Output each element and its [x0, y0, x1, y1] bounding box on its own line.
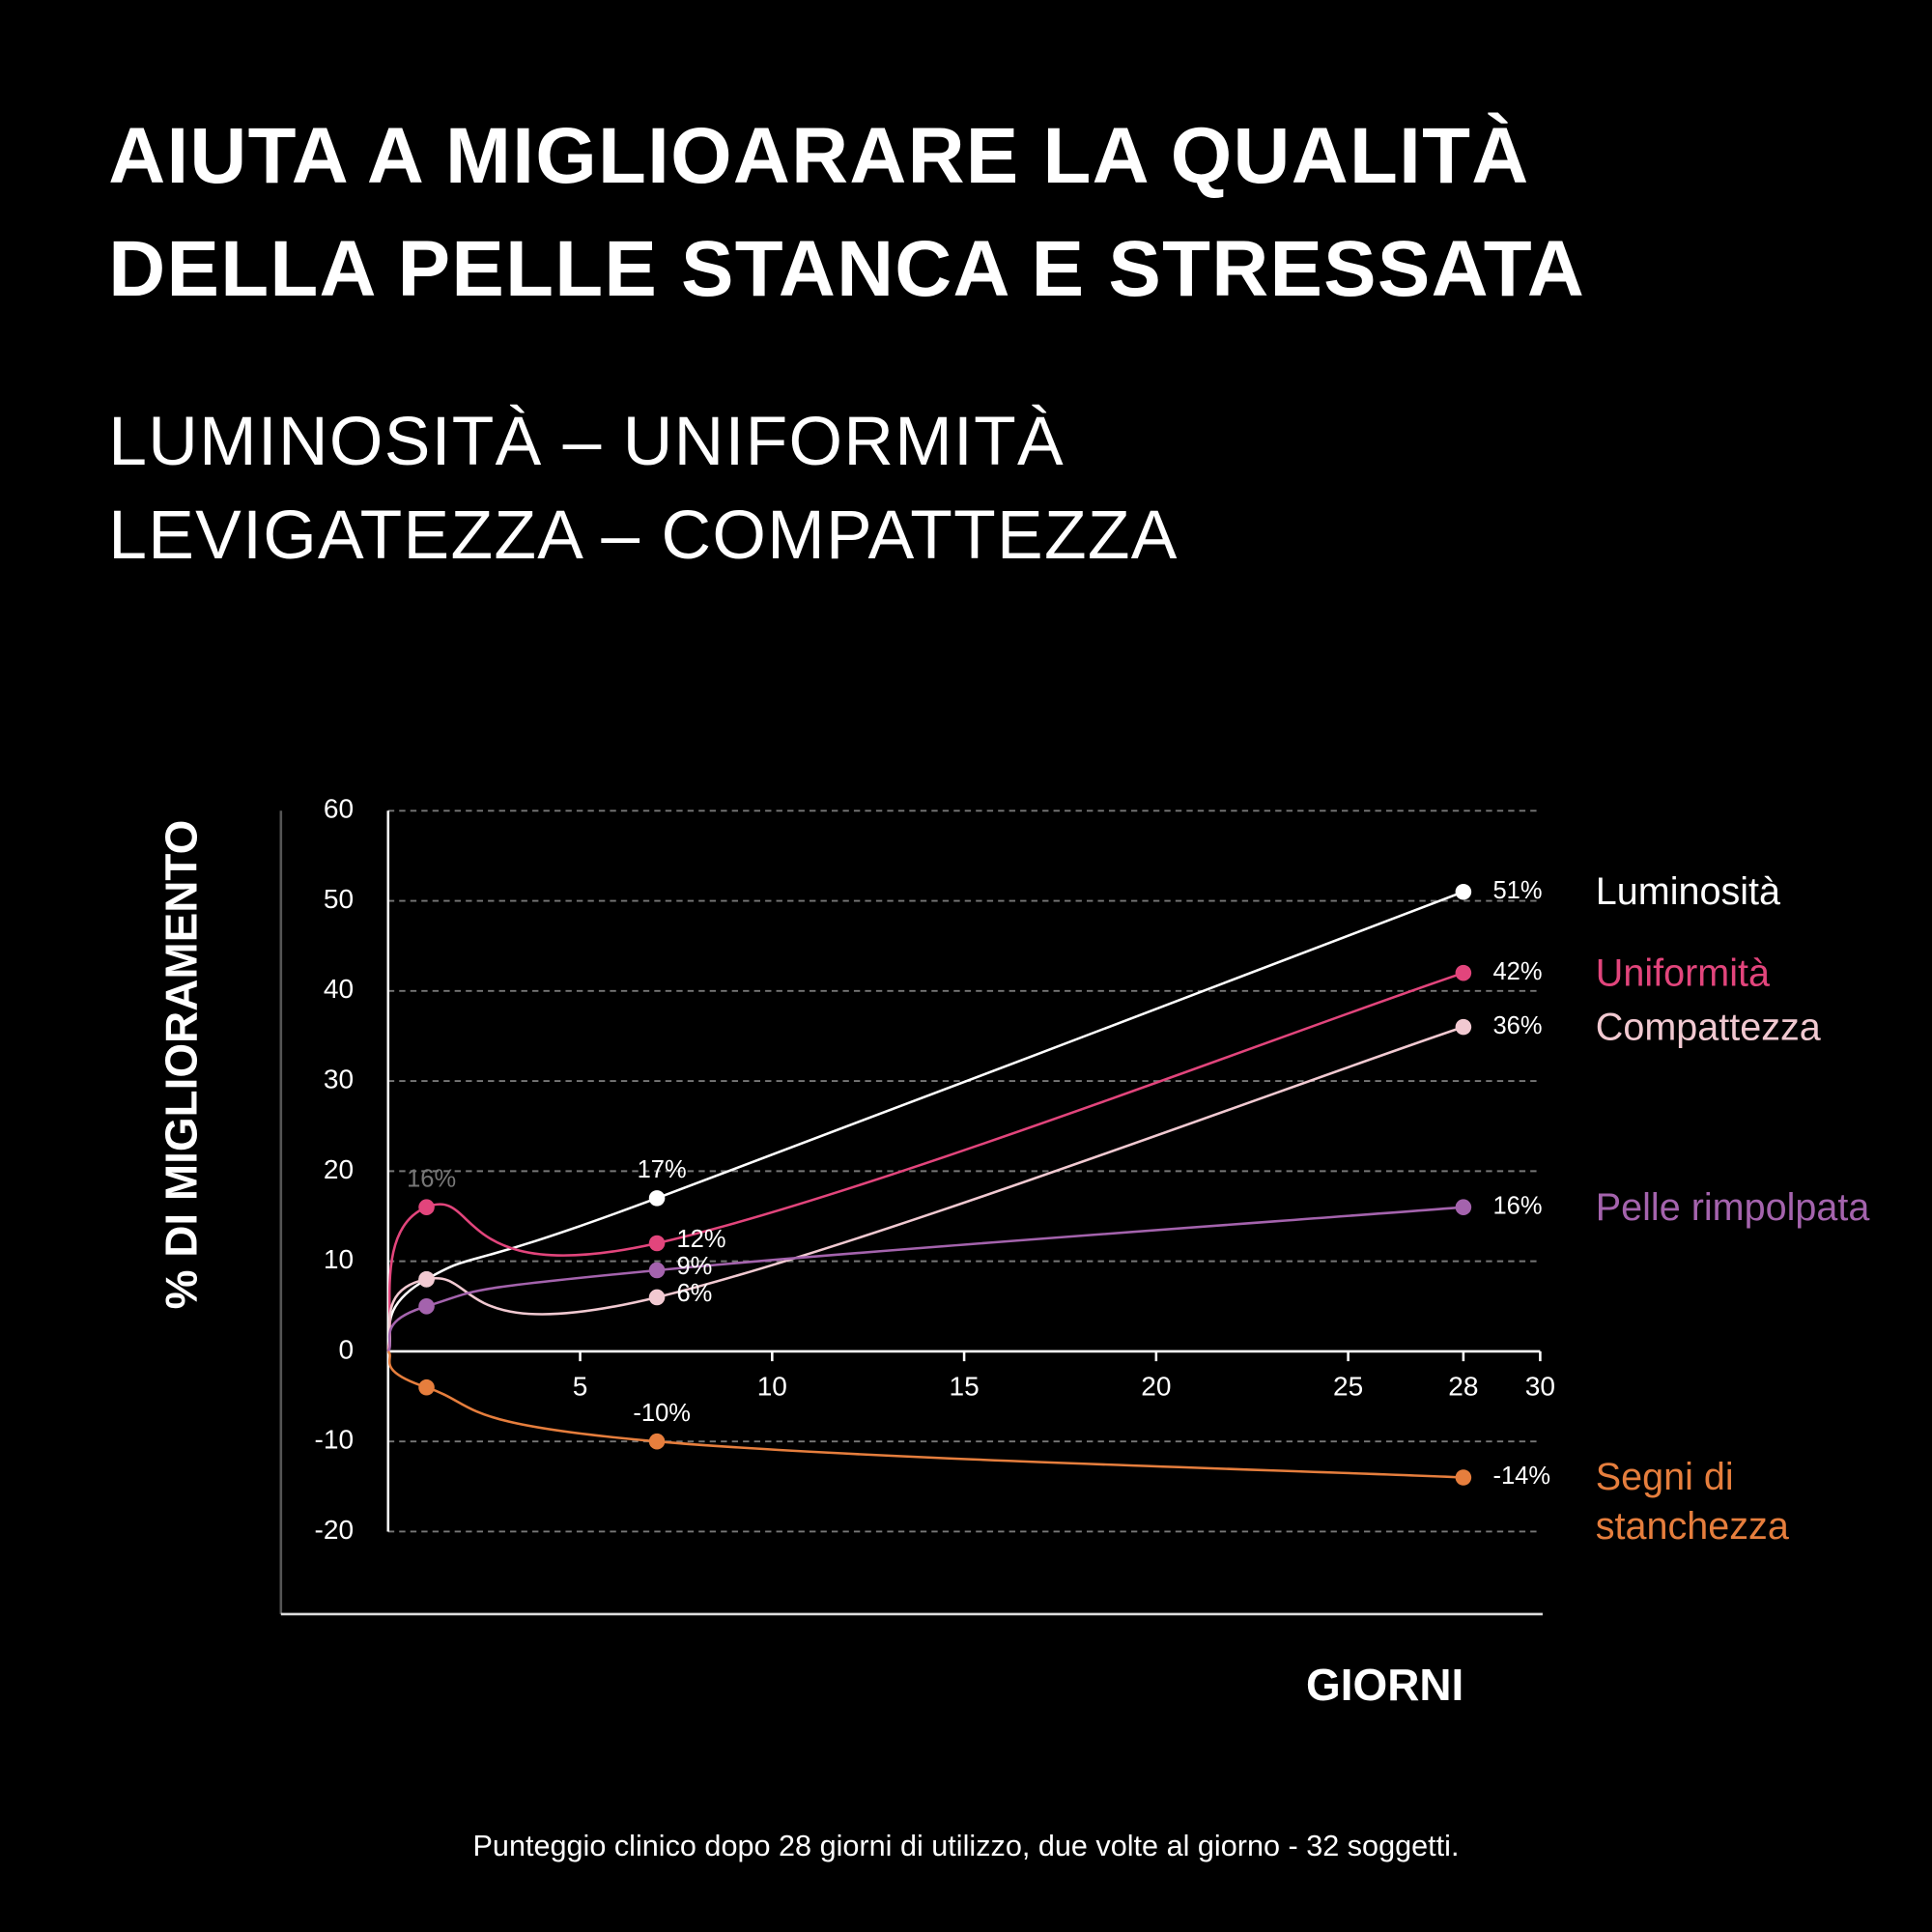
y-tick-label: 60: [324, 794, 354, 824]
value-label: 16%: [407, 1165, 456, 1192]
data-point: [418, 1199, 435, 1215]
series-line: [386, 971, 1464, 1352]
data-point: [1455, 1469, 1472, 1486]
series-line: [386, 1206, 1463, 1352]
data-point: [1455, 883, 1472, 900]
value-label: -10%: [633, 1400, 691, 1427]
y-tick-label: 10: [324, 1244, 354, 1274]
y-tick-label: -10: [315, 1425, 355, 1455]
value-label: 9%: [676, 1253, 712, 1280]
data-point: [1455, 1018, 1472, 1036]
y-axis-label: % DI MIGLIORAMENTO: [156, 820, 206, 1310]
y-tick-label: 0: [338, 1334, 354, 1364]
data-point: [648, 1235, 666, 1252]
x-axis-label: GIORNI: [1306, 1660, 1463, 1710]
value-label: 36%: [1492, 1012, 1542, 1039]
data-point: [1455, 964, 1472, 981]
data-point: [418, 1297, 435, 1315]
legend-label: Segni di stanchezza: [1595, 1455, 1789, 1548]
data-point: [1455, 1199, 1472, 1215]
data-point: [648, 1262, 666, 1279]
series-line: [386, 1025, 1464, 1352]
y-tick-label: 30: [324, 1065, 354, 1094]
value-label: 6%: [676, 1280, 712, 1307]
x-tick-label: 30: [1525, 1372, 1555, 1402]
value-label: 16%: [1492, 1192, 1542, 1219]
data-point: [648, 1190, 666, 1207]
y-tick-label: 50: [324, 884, 354, 914]
legend-label: Luminosità: [1595, 869, 1781, 913]
data-point: [418, 1378, 435, 1396]
title-line: DELLA PELLE STANCA E STRESSATA: [108, 224, 1586, 313]
value-label: 12%: [676, 1226, 725, 1253]
x-tick-label: 10: [757, 1372, 787, 1402]
value-label: 17%: [638, 1156, 687, 1183]
x-tick-label: 25: [1333, 1372, 1363, 1402]
y-tick-label: 40: [324, 974, 354, 1004]
value-label: -14%: [1492, 1463, 1550, 1490]
x-tick-label: 20: [1141, 1372, 1171, 1402]
series-line: [386, 891, 1464, 1352]
x-tick-label: 15: [949, 1372, 979, 1402]
legend-label: Uniformità: [1595, 951, 1770, 994]
data-point: [418, 1271, 435, 1288]
subtitle-line: LUMINOSITÀ – UNIFORMITÀ: [108, 401, 1065, 480]
legend-label: Compattezza: [1595, 1005, 1821, 1048]
legend-label: Pelle rimpolpata: [1595, 1184, 1870, 1229]
value-label: 51%: [1492, 877, 1542, 904]
x-tick-label: 28: [1448, 1372, 1478, 1402]
y-tick-label: -20: [315, 1515, 355, 1545]
series-line: [386, 1350, 1463, 1479]
data-point: [648, 1433, 666, 1450]
value-label: 42%: [1492, 958, 1542, 985]
y-tick-label: 20: [324, 1154, 354, 1184]
title-line: AIUTA A MIGLIOARARE LA QUALITÀ: [108, 110, 1530, 200]
footnote: Punteggio clinico dopo 28 giorni di util…: [473, 1830, 1460, 1862]
x-tick-label: 5: [573, 1372, 588, 1402]
subtitle-line: LEVIGATEZZA – COMPATTEZZA: [108, 495, 1179, 574]
data-point: [648, 1289, 666, 1306]
